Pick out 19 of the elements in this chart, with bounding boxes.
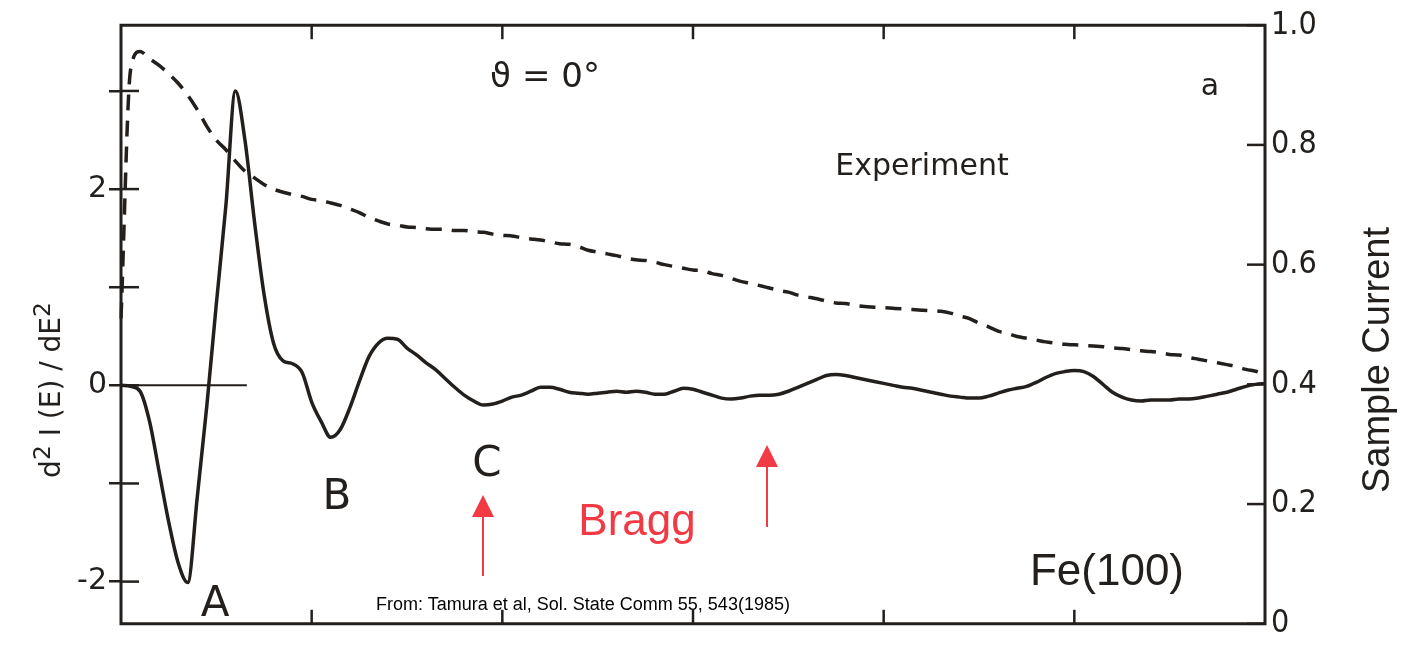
y-tick-label: 2 [87,168,107,204]
y2-axis-title: Sample Current [1355,226,1397,494]
y-tick-label: 0 [87,365,107,401]
annotation: a [1200,67,1220,102]
annotation: Bragg [578,495,696,544]
y2-tick-label: 1.0 [1271,3,1317,42]
y2-tick-label: 0.4 [1271,362,1317,401]
y2-tick-label: 0.6 [1271,242,1317,281]
y2-tick-label: 0.2 [1271,482,1317,521]
annotation: Experiment [835,147,1009,182]
annotation: B [322,470,352,519]
y2-tick-label: 0.8 [1271,123,1317,162]
annotation: C [472,437,502,486]
y2-tick-label: 0 [1271,602,1290,641]
annotation: From: Tamura et al, Sol. State Comm 55, 543(1985) [376,594,790,614]
y-tick-label: -2 [77,561,107,597]
annotation: A [200,577,230,626]
annotation: Fe(100) [1029,545,1185,594]
annotation: ϑ = 0° [490,55,600,95]
